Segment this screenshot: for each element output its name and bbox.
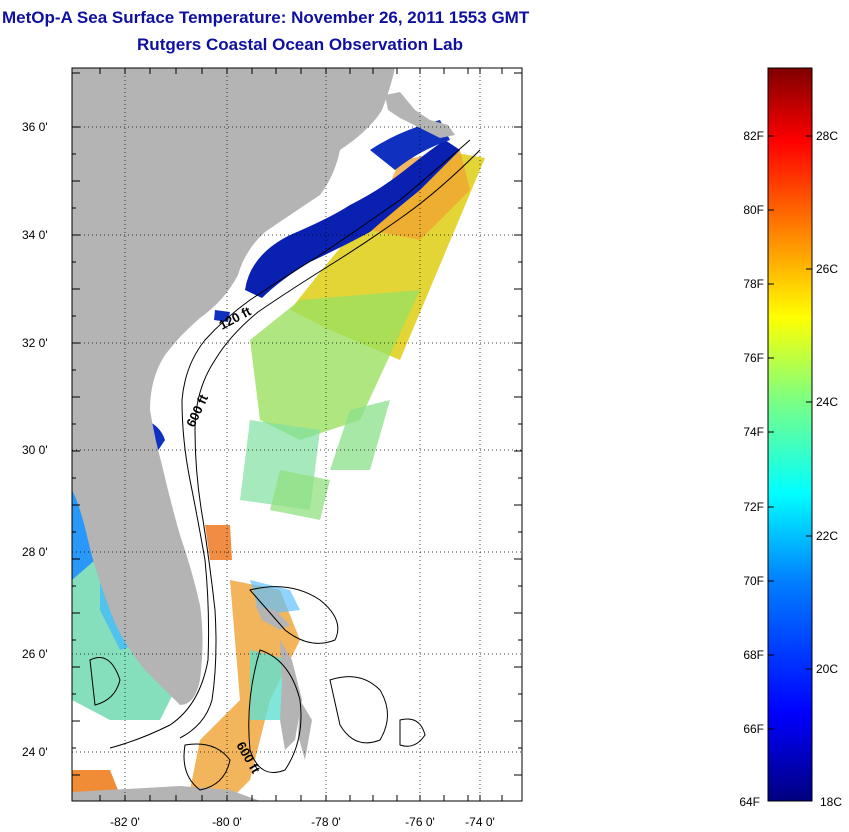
lon-label: -80 0' <box>212 815 242 829</box>
cb-f-label: 70F <box>743 574 764 588</box>
cb-f-label: 78F <box>743 277 764 291</box>
cb-f-label: 74F <box>743 425 764 439</box>
cb-c-label: 24C <box>816 395 838 409</box>
cb-f-label: 76F <box>743 351 764 365</box>
cb-c-label: 18C <box>820 795 842 809</box>
map-title: MetOp-A Sea Surface Temperature: Novembe… <box>2 8 530 27</box>
lon-label: -74 0' <box>465 815 495 829</box>
lat-label: 28 0' <box>22 545 48 559</box>
lon-label: -82 0' <box>110 815 140 829</box>
colorbar-ticks <box>768 135 812 730</box>
lat-label: 26 0' <box>22 647 48 661</box>
map-ticks <box>72 68 522 801</box>
lat-label: 32 0' <box>22 336 48 350</box>
cb-c-label: 28C <box>816 129 838 143</box>
graticule <box>72 68 522 801</box>
map-area <box>72 68 522 801</box>
lat-label: 24 0' <box>22 745 48 759</box>
cb-f-label: 66F <box>743 722 764 736</box>
cb-c-label: 26C <box>816 262 838 276</box>
lon-label: -78 0' <box>311 815 341 829</box>
cb-f-label: 64F <box>739 795 760 809</box>
colorbar-fahrenheit-labels: 82F 80F 78F 76F 74F 72F 70F 68F 66F 64F <box>739 129 764 809</box>
land-outer-banks <box>385 92 455 138</box>
cb-c-label: 22C <box>816 529 838 543</box>
cb-f-label: 80F <box>743 203 764 217</box>
map-subtitle: Rutgers Coastal Ocean Observation Lab <box>137 35 463 54</box>
longitude-labels: -82 0' -80 0' -78 0' -76 0' -74 0' <box>110 815 495 829</box>
lon-label: -76 0' <box>405 815 435 829</box>
cb-c-label: 20C <box>816 662 838 676</box>
map-border <box>71 67 523 802</box>
latitude-labels: 36 0' 34 0' 32 0' 30 0' 28 0' 26 0' 24 0… <box>22 120 48 759</box>
lat-label: 34 0' <box>22 228 48 242</box>
cb-f-label: 72F <box>743 500 764 514</box>
cb-f-label: 82F <box>743 129 764 143</box>
lat-label: 36 0' <box>22 120 48 134</box>
bathymetry-contours <box>89 139 481 791</box>
land-mainland <box>72 68 395 705</box>
lat-label: 30 0' <box>22 443 48 457</box>
cb-f-label: 68F <box>743 648 764 662</box>
colorbar-celsius-labels: 28C 26C 24C 22C 20C 18C <box>816 129 842 809</box>
colorbar <box>767 67 813 802</box>
